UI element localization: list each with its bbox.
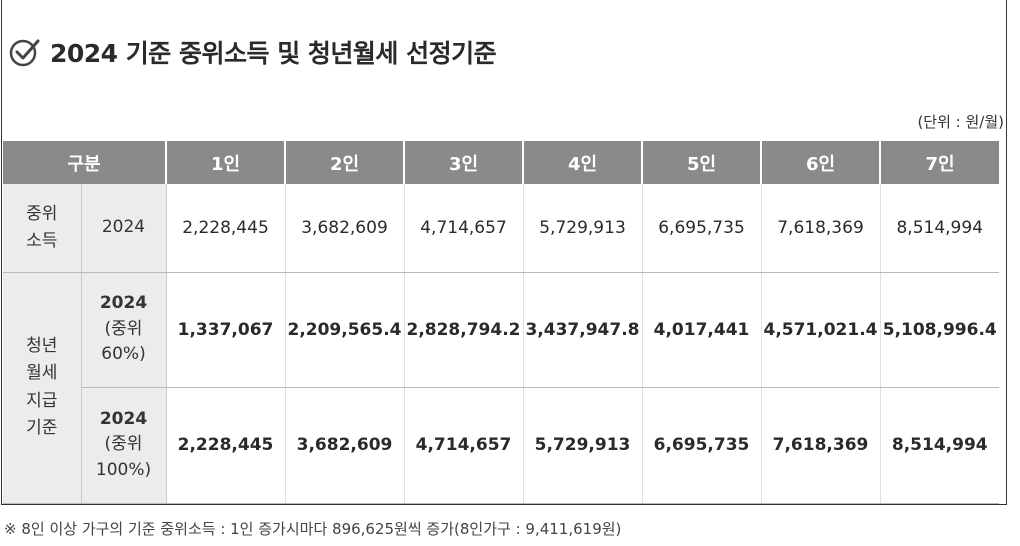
table-cell: 5,108,996.4: [880, 272, 999, 388]
sub-100: 2024 (중위 100%): [81, 387, 167, 504]
table-cell: 3,682,609: [285, 387, 405, 504]
table-cell: 2,828,794.2: [404, 272, 524, 388]
table-cell: 2,209,565.4: [285, 272, 405, 388]
unit-label: (단위 : 원/월): [917, 113, 1004, 131]
check-circle-icon: [9, 39, 40, 67]
table-cell: 4,714,657: [404, 387, 524, 504]
income-table: 구분 1인 2인 3인 4인 5인 6인 7인 중위 소득 2024 2,228…: [3, 141, 999, 504]
header-row: 구분 1인 2인 3인 4인 5인 6인 7인: [3, 141, 999, 184]
header-category: 구분: [3, 141, 167, 184]
table-cell: 3,682,609: [285, 184, 405, 273]
table-cell: 4,017,441: [642, 272, 762, 388]
sub-year: 2024: [81, 184, 167, 273]
header-col: 3인: [404, 141, 524, 184]
table-cell: 7,618,369: [761, 387, 881, 504]
table-cell: 4,571,021.4: [761, 272, 881, 388]
header-col: 5인: [642, 141, 762, 184]
sub-60: 2024 (중위 60%): [81, 272, 167, 388]
table-cell: 2,228,445: [166, 184, 286, 273]
table-cell: 2,228,445: [166, 387, 286, 504]
table-cell: 3,437,947.8: [523, 272, 643, 388]
table-row: 2024 (중위 100%) 2,228,445 3,682,609 4,714…: [3, 387, 999, 504]
header-col: 2인: [285, 141, 405, 184]
table-cell: 6,695,735: [642, 387, 762, 504]
table-cell: 1,337,067: [166, 272, 286, 388]
header-col: 7인: [880, 141, 999, 184]
category-youth-rent: 청년 월세 지급 기준: [3, 272, 82, 504]
category-median: 중위 소득: [3, 184, 82, 273]
footnote: ※ 8인 이상 가구의 기준 중위소득 : 1인 증가시마다 896,625원씩…: [4, 520, 622, 538]
title-block: 2024 기준 중위소득 및 청년월세 선정기준: [8, 34, 497, 70]
page-title: 2024 기준 중위소득 및 청년월세 선정기준: [50, 39, 497, 68]
table-cell: 6,695,735: [642, 184, 762, 273]
table-cell: 8,514,994: [880, 387, 999, 504]
table-cell: 4,714,657: [404, 184, 524, 273]
content-frame: [1, 0, 1007, 505]
header-col: 4인: [523, 141, 643, 184]
header-col: 6인: [761, 141, 881, 184]
table-row: 청년 월세 지급 기준 2024 (중위 60%) 1,337,067 2,20…: [3, 272, 999, 504]
header-col: 1인: [166, 141, 286, 184]
table-cell: 5,729,913: [523, 184, 643, 273]
table-cell: 5,729,913: [523, 387, 643, 504]
table-row: 중위 소득 2024 2,228,445 3,682,609 4,714,657…: [3, 184, 999, 273]
table-cell: 8,514,994: [880, 184, 999, 273]
table-cell: 7,618,369: [761, 184, 881, 273]
